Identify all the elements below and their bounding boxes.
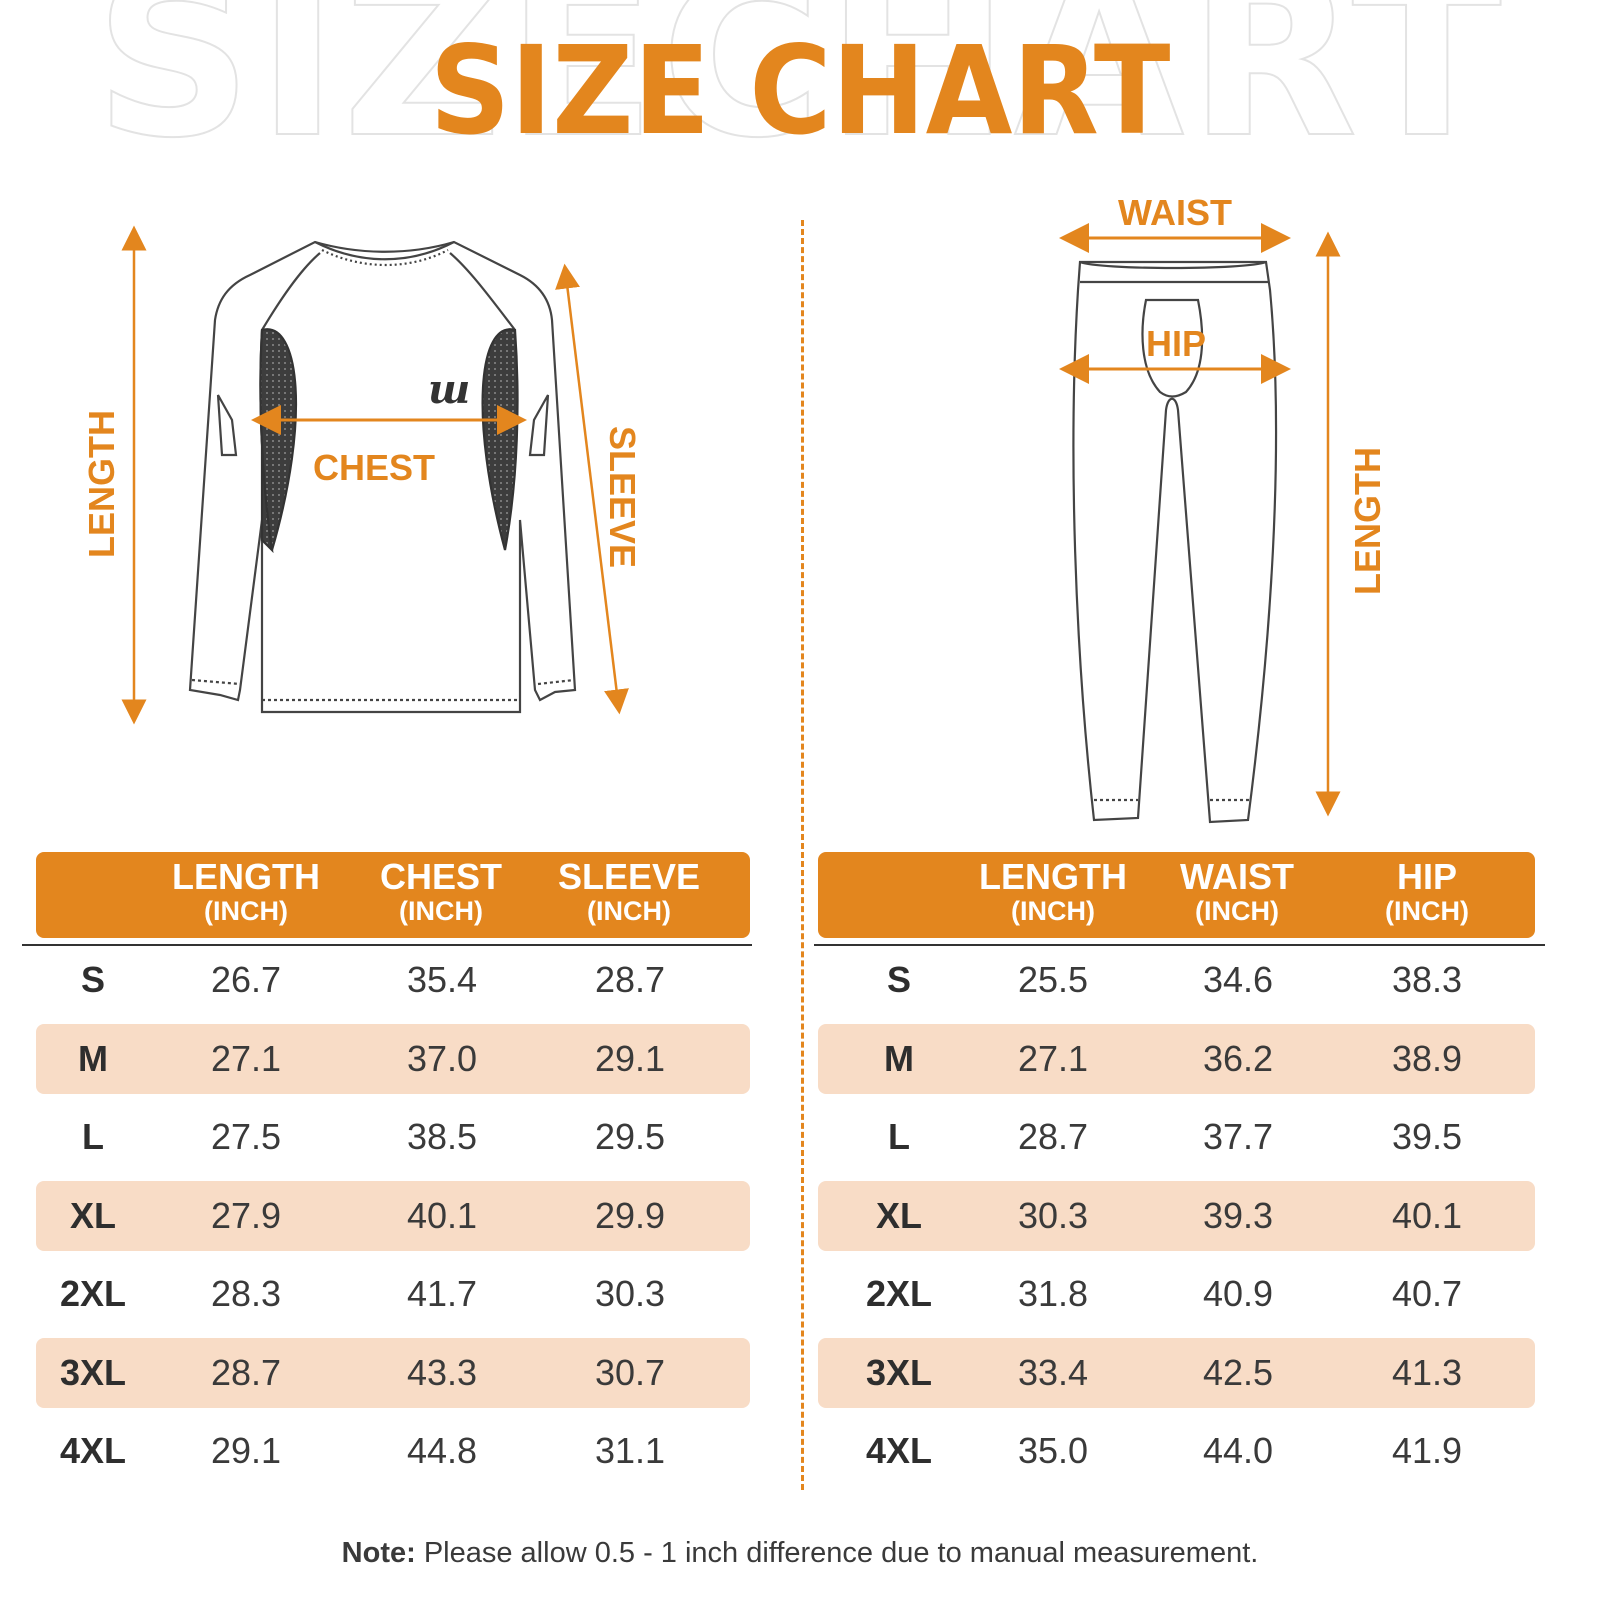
table-row: S 26.7 35.4 28.7 [36,945,750,1015]
value-cell: 44.0 [1202,1430,1274,1471]
center-divider [801,220,804,1490]
waist-label: WAIST [1118,192,1232,233]
value-cell: 28.7 [594,959,666,1000]
value-cell: 35.4 [406,959,478,1000]
pants-length-label: LENGTH [1347,447,1388,595]
size-cell: 4XL [59,1430,127,1471]
value-cell: 40.9 [1202,1273,1274,1314]
table-row: M 27.1 36.2 38.9 [818,1023,1535,1094]
value-cell: 28.3 [210,1273,282,1314]
column-header: HIP (INCH) [1385,856,1469,927]
value-cell: 40.7 [1391,1273,1463,1314]
value-cell: 37.0 [406,1037,478,1079]
value-cell: 29.9 [594,1194,666,1236]
size-cell: XL [69,1194,116,1236]
table-header: LENGTH (INCH) CHEST (INCH) SLEEVE (INCH) [36,852,750,938]
size-cell: L [888,1116,910,1157]
table-header: LENGTH (INCH) WAIST (INCH) HIP (INCH) [818,852,1535,938]
table-row: XL 30.3 39.3 40.1 [818,1180,1535,1251]
value-cell: 29.5 [594,1116,666,1157]
table-row: XL 27.9 40.1 29.9 [36,1180,750,1251]
value-cell: 38.9 [1391,1037,1463,1079]
measurement-note: Note: Please allow 0.5 - 1 inch differen… [0,1537,1600,1570]
table-row: 4XL 35.0 44.0 41.9 [818,1416,1535,1486]
note-label: Note: [341,1537,416,1569]
value-cell: 34.6 [1202,959,1274,1000]
size-cell: 3XL [865,1351,933,1393]
table-row: L 28.7 37.7 39.5 [818,1102,1535,1172]
value-cell: 41.3 [1391,1351,1463,1393]
table-row: S 25.5 34.6 38.3 [818,945,1535,1015]
value-cell: 29.1 [594,1037,666,1079]
size-cell: XL [875,1194,922,1236]
size-cell: S [80,959,105,1000]
size-cell: M [78,1037,108,1079]
pants-illustration [1072,260,1278,824]
value-cell: 31.8 [1017,1273,1089,1314]
size-cell: L [82,1116,104,1157]
value-cell: 26.7 [210,959,282,1000]
column-header: SLEEVE (INCH) [557,856,701,927]
value-cell: 43.3 [406,1351,478,1393]
value-cell: 38.3 [1391,959,1463,1000]
value-cell: 40.1 [1391,1194,1463,1236]
value-cell: 39.5 [1391,1116,1463,1157]
value-cell: 40.1 [406,1194,478,1236]
value-cell: 27.1 [210,1037,282,1079]
page-title: SIZE CHART [429,20,1171,162]
value-cell: 39.3 [1202,1194,1274,1236]
size-cell: 2XL [59,1273,127,1314]
header-rule [814,944,1545,946]
shirt-length-label: LENGTH [81,410,122,558]
value-cell: 28.7 [1017,1116,1089,1157]
column-header: CHEST (INCH) [379,856,502,927]
value-cell: 30.3 [594,1273,666,1314]
value-cell: 30.7 [594,1351,666,1393]
value-cell: 30.3 [1017,1194,1089,1236]
table-row: 3XL 33.4 42.5 41.3 [818,1337,1535,1408]
size-cell: 2XL [865,1273,933,1314]
table-row: 2XL 31.8 40.9 40.7 [818,1259,1535,1329]
value-cell: 27.9 [210,1194,282,1236]
value-cell: 36.2 [1202,1037,1274,1079]
column-header: LENGTH (INCH) [979,856,1127,927]
table-row: 2XL 28.3 41.7 30.3 [36,1259,750,1329]
value-cell: 31.1 [594,1430,666,1471]
value-cell: 25.5 [1017,959,1089,1000]
value-cell: 35.0 [1017,1430,1089,1471]
value-cell: 44.8 [406,1430,478,1471]
value-cell: 41.9 [1391,1430,1463,1471]
size-cell: S [886,959,911,1000]
header-rule [22,944,752,946]
value-cell: 42.5 [1202,1351,1274,1393]
column-header: WAIST (INCH) [1180,856,1294,927]
table-row: L 27.5 38.5 29.5 [36,1102,750,1172]
value-cell: 33.4 [1017,1351,1089,1393]
value-cell: 27.1 [1017,1037,1089,1079]
garment-illustrations: ш [121,223,1341,824]
background-watermark-text: SIZECHART [93,0,1506,186]
sleeve-label: SLEEVE [602,426,643,569]
size-cell: 3XL [59,1351,127,1393]
value-cell: 38.5 [406,1116,478,1157]
sleeve-arrow [555,263,629,715]
note-text: Please allow 0.5 - 1 inch difference due… [415,1537,1259,1569]
brand-logo: ш [428,366,470,413]
value-cell: 41.7 [406,1273,478,1314]
value-cell: 29.1 [210,1430,282,1471]
table-row: 4XL 29.1 44.8 31.1 [36,1416,750,1486]
value-cell: 27.5 [210,1116,282,1157]
size-cell: 4XL [865,1430,933,1471]
table-row: 3XL 28.7 43.3 30.7 [36,1337,750,1408]
chest-label: CHEST [313,447,436,488]
size-cell: M [884,1037,914,1079]
hip-label: HIP [1146,323,1207,364]
column-header: LENGTH (INCH) [172,856,320,927]
value-cell: 37.7 [1202,1116,1274,1157]
value-cell: 28.7 [210,1351,282,1393]
table-row: M 27.1 37.0 29.1 [36,1023,750,1094]
